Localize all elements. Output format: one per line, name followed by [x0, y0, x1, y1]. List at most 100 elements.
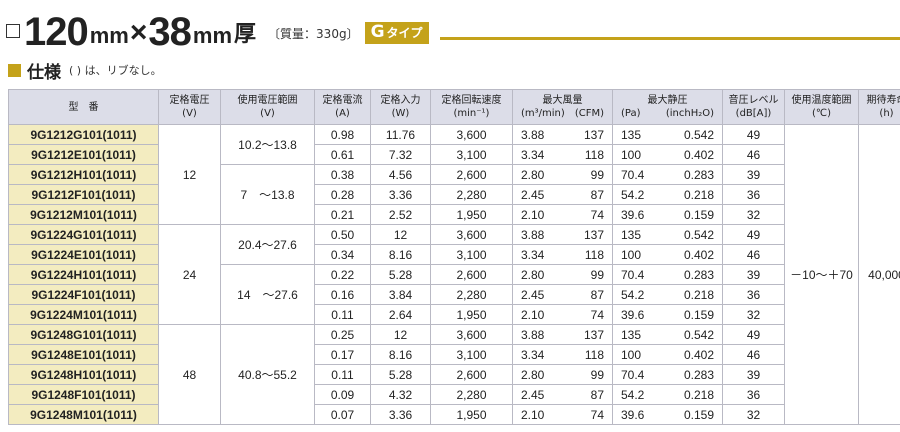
airflow-cell: 3.88 137 [512, 224, 613, 245]
airflow-cell: 3.88 137 [512, 124, 613, 145]
noise-cell: 46 [722, 344, 785, 365]
thickness-label: 厚 [234, 22, 257, 47]
current-cell: 0.07 [314, 404, 371, 425]
model-cell: 9G1248M101(1011) [8, 404, 159, 425]
static-cell: 70.4 0.283 [612, 164, 723, 185]
header-rule [440, 37, 900, 40]
voltage-range-cell: 20.4～27.6 [220, 224, 315, 265]
table-row: 9G1248H101(1011) 0.11 5.28 2,600 2.80 99 … [8, 364, 900, 385]
table-row: 9G1224H101(1011) 14 ～27.6 0.22 5.28 2,60… [8, 264, 900, 325]
speed-cell: 1,950 [430, 304, 513, 325]
table-row: 9G1212F101(1011) 0.28 3.36 2,280 2.45 87 … [8, 184, 900, 205]
speed-cell: 2,280 [430, 184, 513, 205]
airflow-cell: 3.34 118 [512, 144, 613, 165]
checkbox-icon [6, 24, 20, 38]
static-cell: 54.2 0.218 [612, 284, 723, 305]
header-noise: 音圧レベル (dB[A]) [722, 89, 785, 125]
airflow-cell: 2.10 74 [512, 204, 613, 225]
speed-cell: 3,600 [430, 124, 513, 145]
noise-cell: 36 [722, 384, 785, 405]
speed-cell: 2,280 [430, 284, 513, 305]
current-cell: 0.11 [314, 364, 371, 385]
size-number-1: 120 [24, 10, 89, 54]
airflow-cell: 3.34 118 [512, 244, 613, 265]
noise-cell: 36 [722, 284, 785, 305]
current-cell: 0.21 [314, 204, 371, 225]
airflow-cell: 2.45 87 [512, 384, 613, 405]
table-row: 9G1212H101(1011) 7 ～13.8 0.38 4.56 2,600… [8, 164, 900, 225]
rated-voltage-cell: 24 [158, 224, 221, 325]
header-temp-range: 使用温度範囲 (℃) [784, 89, 859, 125]
speed-cell: 3,600 [430, 224, 513, 245]
input-cell: 2.52 [370, 204, 431, 225]
airflow-cell: 3.34 118 [512, 344, 613, 365]
airflow-cell: 2.45 87 [512, 284, 613, 305]
airflow-cell: 2.80 99 [512, 164, 613, 185]
noise-cell: 46 [722, 244, 785, 265]
noise-cell: 36 [722, 184, 785, 205]
model-cell: 9G1248F101(1011) [8, 384, 159, 405]
current-cell: 0.50 [314, 224, 371, 245]
voltage-range-cell: 7 ～13.8 [220, 164, 315, 225]
table-row: 9G1212G101(1011) 12 10.2～13.8 0.98 11.76… [8, 124, 900, 425]
header-rated-voltage: 定格電圧 (V) [158, 89, 221, 125]
temp-range-cell: －10～＋70 [784, 124, 859, 425]
model-cell: 9G1224G101(1011) [8, 224, 159, 245]
input-cell: 4.32 [370, 384, 431, 405]
current-cell: 0.16 [314, 284, 371, 305]
current-cell: 0.38 [314, 164, 371, 185]
spec-table: 型 番 定格電圧 (V) 使用電圧範囲 (V) 定格電流 (A) 定格入力 (W) 定格… [8, 89, 900, 425]
input-cell: 7.32 [370, 144, 431, 165]
model-cell: 9G1224E101(1011) [8, 244, 159, 265]
speed-cell: 2,600 [430, 164, 513, 185]
model-cell: 9G1248E101(1011) [8, 344, 159, 365]
static-cell: 70.4 0.283 [612, 364, 723, 385]
speed-cell: 2,280 [430, 384, 513, 405]
header-rated-input: 定格入力 (W) [370, 89, 431, 125]
current-cell: 0.11 [314, 304, 371, 325]
airflow-cell: 2.10 74 [512, 304, 613, 325]
rated-voltage-cell: 12 [158, 124, 221, 225]
life-cell: 40,000 [858, 124, 900, 425]
speed-cell: 2,600 [430, 264, 513, 285]
noise-cell: 32 [722, 304, 785, 325]
model-cell: 9G1212E101(1011) [8, 144, 159, 165]
times-sign: × [129, 16, 148, 49]
current-cell: 0.61 [314, 144, 371, 165]
input-cell: 8.16 [370, 344, 431, 365]
noise-cell: 39 [722, 164, 785, 185]
input-cell: 5.28 [370, 364, 431, 385]
speed-cell: 3,100 [430, 244, 513, 265]
current-cell: 0.09 [314, 384, 371, 405]
header-model: 型 番 [8, 89, 159, 125]
input-cell: 3.36 [370, 404, 431, 425]
current-cell: 0.98 [314, 124, 371, 145]
size-unit-2: mm [192, 23, 233, 48]
type-badge: G タイプ [364, 22, 429, 44]
speed-cell: 1,950 [430, 404, 513, 425]
static-cell: 100 0.402 [612, 144, 723, 165]
header-life: 期待寿命(h) [858, 89, 900, 125]
table-row: 9G1248F101(1011) 0.09 4.32 2,280 2.45 87 … [8, 384, 900, 405]
static-cell: 39.6 0.159 [612, 304, 723, 325]
input-cell: 4.56 [370, 164, 431, 185]
spec-heading: 仕様 ( ) は、リブなし。 [8, 59, 162, 83]
airflow-cell: 2.80 99 [512, 264, 613, 285]
model-cell: 9G1248G101(1011) [8, 324, 159, 345]
static-cell: 100 0.402 [612, 244, 723, 265]
input-cell: 5.28 [370, 264, 431, 285]
input-cell: 3.36 [370, 184, 431, 205]
noise-cell: 49 [722, 124, 785, 145]
table-header-row: 型 番 定格電圧 (V) 使用電圧範囲 (V) 定格電流 (A) 定格入力 (W) 定格… [8, 89, 900, 125]
header-voltage-range: 使用電圧範囲 (V) [220, 89, 315, 125]
size-unit-1: mm [89, 23, 129, 48]
input-cell: 3.84 [370, 284, 431, 305]
spec-note: ( ) は、リブなし。 [69, 64, 162, 77]
table-row: 9G1224M101(1011) 0.11 2.64 1,950 2.10 74 … [8, 304, 900, 325]
model-cell: 9G1212M101(1011) [8, 204, 159, 225]
model-cell: 9G1212G101(1011) [8, 124, 159, 145]
speed-cell: 3,100 [430, 344, 513, 365]
size-number-2: 38 [148, 10, 191, 54]
spec-title: 仕様 [27, 62, 61, 83]
airflow-cell: 2.80 99 [512, 364, 613, 385]
